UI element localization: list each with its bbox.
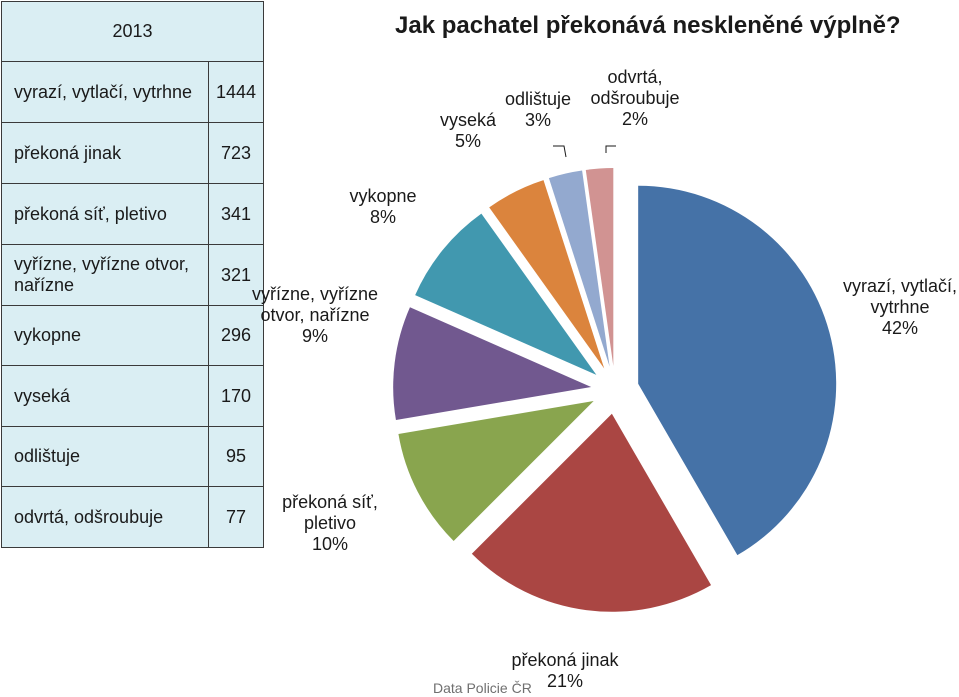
row-label: vyrazí, vytlačí, vytrhne [1, 61, 209, 123]
slice-label-text: pletivo [304, 513, 356, 533]
table-row: překoná síť, pletivo 341 [1, 183, 264, 245]
pie-slice [489, 180, 605, 369]
row-value: 296 [208, 305, 264, 366]
row-label: odlištuje [1, 426, 209, 487]
table-row: vykopne 296 [1, 305, 264, 366]
row-value: 1444 [208, 61, 264, 123]
slice-label-text: vytrhne [870, 297, 929, 317]
slice-label-text: otvor, nařízne [260, 305, 369, 325]
slice-label: odlištuje 3% [505, 89, 571, 130]
pie-slice [393, 307, 592, 420]
row-label: vyřízne, vyřízne otvor, nařízne [1, 244, 209, 306]
leader-line [553, 145, 567, 158]
row-value: 95 [208, 426, 264, 487]
slice-percent: 8% [370, 207, 396, 227]
pie-slice [548, 170, 610, 367]
slice-label-text: odlištuje [505, 89, 571, 109]
row-value: 723 [208, 122, 264, 184]
table-row: vyseká 170 [1, 365, 264, 427]
row-label: vykopne [1, 305, 209, 366]
leader-line [605, 145, 616, 153]
row-value: 170 [208, 365, 264, 427]
slice-label-text: odšroubuje [590, 88, 679, 108]
slice-label-text: vyseká [440, 110, 497, 130]
slice-percent: 10% [312, 534, 348, 554]
row-label: překoná síť, pletivo [1, 183, 209, 245]
pie-slice [585, 168, 614, 367]
pie-slice [471, 413, 712, 612]
slice-label: překoná jinak 21% [511, 650, 619, 691]
row-label: odvrtá, odšroubuje [1, 486, 209, 548]
data-table: 2013 vyrazí, vytlačí, vytrhne 1444 překoná… [1, 1, 264, 548]
slice-percent: 42% [882, 318, 918, 338]
table-row: vyrazí, vytlačí, vytrhne 1444 [1, 61, 264, 123]
row-label: překoná jinak [1, 122, 209, 184]
slice-percent: 9% [302, 326, 328, 346]
table-body: vyrazí, vytlačí, vytrhne 1444 překoná jina… [1, 61, 264, 548]
table-row: odlištuje 95 [1, 426, 264, 487]
pie-slice [415, 213, 597, 375]
slice-label: odvrtá, odšroubuje 2% [590, 67, 679, 129]
table-row: vyřízne, vyřízne otvor, nařízne 321 [1, 244, 264, 306]
slice-label: vyrazí, vytlačí, vytrhne 42% [843, 276, 957, 338]
slice-percent: 5% [455, 131, 481, 151]
chart-title: Jak pachatel překonává neskleněné výplně… [395, 12, 901, 39]
table-year-header: 2013 [1, 1, 264, 62]
row-value: 77 [208, 486, 264, 548]
pie-slice [398, 401, 594, 541]
pie-slice [638, 185, 837, 556]
slice-label: překoná síť, pletivo 10% [282, 492, 378, 554]
slice-label-text: vyrazí, vytlačí, [843, 276, 957, 296]
source-note: Data Policie ČR [433, 680, 532, 696]
slice-percent: 21% [547, 671, 583, 691]
slice-label-text: překoná jinak [511, 650, 619, 670]
table-row: překoná jinak 723 [1, 122, 264, 184]
slice-label-text: odvrtá, [607, 67, 662, 87]
slice-label: vyseká 5% [440, 110, 497, 151]
slice-label: vyřízne, vyřízne otvor, nařízne 9% [252, 284, 378, 346]
row-value: 341 [208, 183, 264, 245]
slice-label-text: vykopne [349, 186, 416, 206]
table-row: odvrtá, odšroubuje 77 [1, 486, 264, 548]
row-value: 321 [208, 244, 264, 306]
slice-label-text: překoná síť, [282, 492, 378, 512]
slice-percent: 3% [525, 110, 551, 130]
row-label: vyseká [1, 365, 209, 427]
slice-percent: 2% [622, 109, 648, 129]
slice-label-text: vyřízne, vyřízne [252, 284, 378, 304]
pie-chart: vyrazí, vytlačí, vytrhne 42%překoná jinak 2… [252, 67, 957, 691]
slice-label: vykopne 8% [349, 186, 416, 227]
